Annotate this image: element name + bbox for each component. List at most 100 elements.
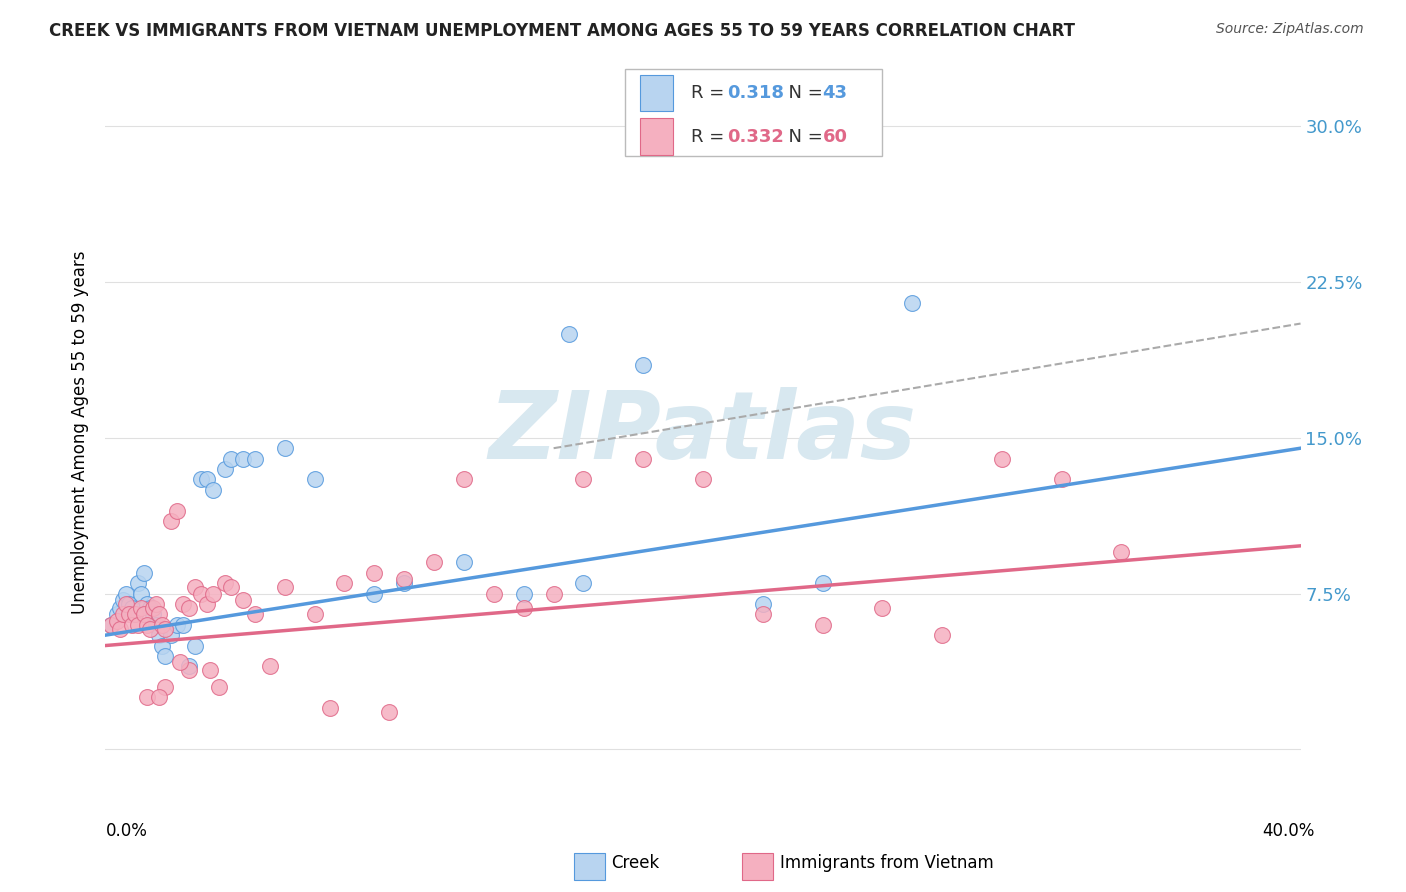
Point (363, 566, 385, 580)
Point (633, 358, 655, 372)
Text: 60: 60 (823, 128, 848, 145)
Point (166, 617, 188, 632)
Point (142, 607, 165, 622)
Point (118, 607, 141, 622)
Point (557, 326, 579, 341)
Point (148, 690, 170, 705)
Point (572, 472, 595, 486)
Point (160, 514, 183, 528)
Point (304, 472, 326, 486)
Point (482, 586, 505, 600)
Point (124, 607, 146, 622)
Point (148, 628, 170, 642)
Point (184, 580, 207, 594)
Text: 0.318: 0.318 (727, 84, 785, 102)
Text: N =: N = (778, 84, 828, 102)
Point (172, 617, 194, 632)
Point (1050, 472, 1073, 486)
Point (782, 129, 804, 144)
Point (107, 614, 129, 628)
Point (136, 597, 159, 611)
Point (177, 601, 201, 615)
Point (543, 586, 565, 600)
Point (195, 597, 218, 611)
Point (100, 617, 122, 632)
Point (273, 580, 295, 594)
Point (155, 622, 177, 636)
Point (148, 607, 170, 622)
Point (423, 556, 446, 570)
Point (160, 628, 183, 642)
Point (513, 601, 536, 615)
Point (232, 451, 254, 466)
Point (872, 601, 894, 615)
Point (190, 472, 212, 486)
Point (145, 617, 167, 632)
Text: N =: N = (778, 128, 828, 145)
Point (243, 607, 266, 622)
Text: Source: ZipAtlas.com: Source: ZipAtlas.com (1216, 22, 1364, 37)
Point (177, 664, 201, 678)
FancyBboxPatch shape (640, 75, 673, 112)
Point (169, 655, 191, 669)
Point (142, 601, 165, 615)
Point (155, 680, 177, 694)
Point (214, 576, 236, 591)
Point (124, 607, 146, 622)
Point (1111, 545, 1133, 559)
Point (195, 472, 218, 486)
Point (134, 607, 156, 622)
Point (572, 576, 595, 591)
Text: 0.332: 0.332 (727, 128, 783, 145)
Point (453, 472, 475, 486)
Point (115, 597, 138, 611)
Point (136, 690, 159, 705)
Point (990, 451, 1012, 466)
Point (110, 601, 132, 615)
Text: 43: 43 (823, 84, 848, 102)
Point (134, 566, 156, 580)
Point (901, 295, 924, 310)
Y-axis label: Unemployment Among Ages 55 to 59 years: Unemployment Among Ages 55 to 59 years (72, 251, 90, 615)
Point (129, 586, 153, 600)
Point (150, 639, 173, 653)
Point (453, 556, 475, 570)
Point (751, 597, 773, 611)
Point (112, 607, 135, 622)
Point (304, 607, 326, 622)
Point (166, 503, 188, 517)
Point (190, 586, 212, 600)
Text: 0.0%: 0.0% (105, 822, 148, 840)
FancyBboxPatch shape (640, 119, 673, 155)
Point (692, 472, 714, 486)
Text: Immigrants from Vietnam: Immigrants from Vietnam (780, 855, 994, 872)
Point (198, 664, 221, 678)
Point (202, 483, 225, 497)
Text: R =: R = (692, 84, 730, 102)
Point (378, 705, 401, 719)
Text: R =: R = (692, 128, 730, 145)
Point (136, 617, 159, 632)
Point (333, 576, 356, 591)
Point (118, 597, 141, 611)
Point (121, 601, 143, 615)
Point (145, 597, 167, 611)
Point (811, 617, 834, 632)
Point (129, 601, 153, 615)
Point (155, 648, 177, 663)
Point (150, 617, 173, 632)
Point (394, 576, 416, 591)
Point (121, 617, 143, 632)
Point (177, 659, 201, 673)
Point (811, 576, 834, 591)
Point (232, 592, 254, 607)
Point (214, 462, 236, 476)
Point (219, 580, 242, 594)
Point (273, 441, 295, 455)
Text: CREEK VS IMMIGRANTS FROM VIETNAM UNEMPLOYMENT AMONG AGES 55 TO 59 YEARS CORRELAT: CREEK VS IMMIGRANTS FROM VIETNAM UNEMPLO… (49, 22, 1076, 40)
Text: 40.0%: 40.0% (1263, 822, 1315, 840)
Point (115, 586, 138, 600)
Point (219, 451, 242, 466)
Point (394, 572, 416, 586)
Point (318, 701, 340, 715)
